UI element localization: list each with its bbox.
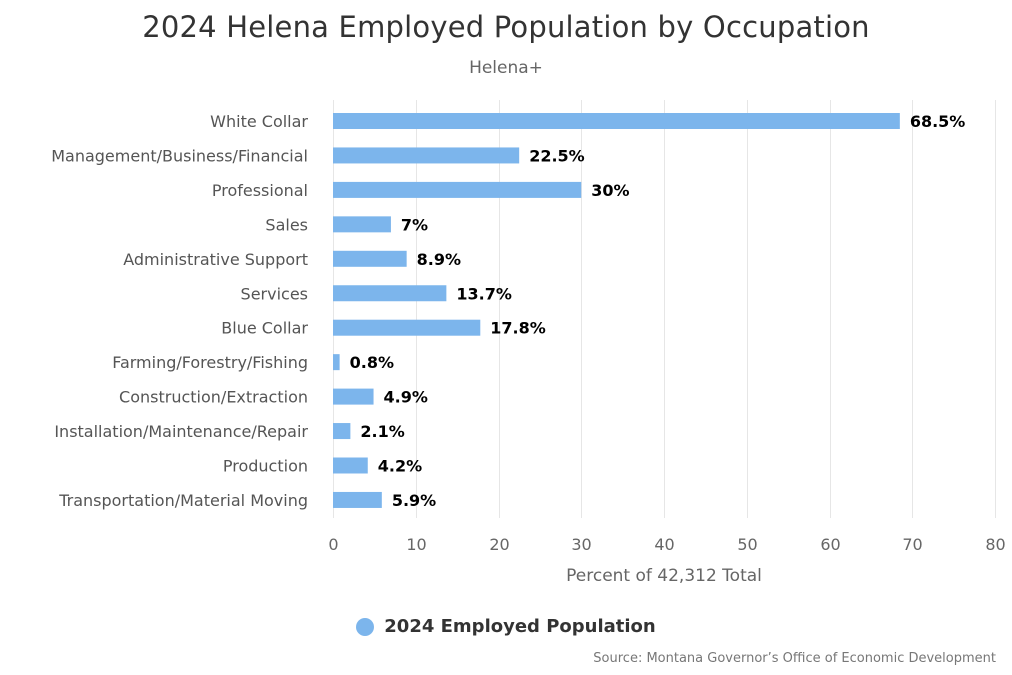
x-tick-labels: 0 10 20 30 40 50 60 70 80 xyxy=(328,535,1005,554)
category-label: Services xyxy=(241,284,308,303)
bar xyxy=(333,285,447,302)
x-tick-label: 10 xyxy=(406,535,426,554)
category-label: Installation/Maintenance/Repair xyxy=(54,422,308,441)
bar xyxy=(333,388,374,405)
data-label: 4.9% xyxy=(384,388,428,407)
category-label: White Collar xyxy=(210,112,308,131)
category-label: Sales xyxy=(265,215,308,234)
category-labels: White Collar Management/Business/Financia… xyxy=(51,112,308,510)
category-label: Management/Business/Financial xyxy=(51,146,308,165)
category-label: Farming/Forestry/Fishing xyxy=(112,353,308,372)
data-label: 5.9% xyxy=(392,491,436,510)
x-tick-label: 0 xyxy=(328,535,338,554)
x-tick-label: 40 xyxy=(654,535,674,554)
category-label: Construction/Extraction xyxy=(119,388,308,407)
data-label: 8.9% xyxy=(417,250,461,269)
x-tick-label: 20 xyxy=(489,535,509,554)
legend-label: 2024 Employed Population xyxy=(384,616,656,637)
bar-chart: 68.5% 22.5% 30% 7% 8.9% 13.7% 17.8% 0.8% 4.9% 2.1… xyxy=(51,100,1006,586)
x-tick-label: 30 xyxy=(571,535,591,554)
bar xyxy=(333,147,520,164)
chart-title: 2024 Helena Employed Population by Occup… xyxy=(142,10,870,44)
data-label: 4.2% xyxy=(378,457,422,476)
legend[interactable]: 2024 Employed Population xyxy=(0,616,1012,637)
bar xyxy=(333,250,407,267)
data-label: 17.8% xyxy=(490,319,546,338)
x-tick-label: 60 xyxy=(820,535,840,554)
x-tick-label: 70 xyxy=(902,535,922,554)
x-axis-title: Percent of 42,312 Total xyxy=(566,566,762,586)
data-label: 13.7% xyxy=(456,284,512,303)
grid-lines xyxy=(333,100,996,518)
data-label: 30% xyxy=(591,181,629,200)
legend-marker xyxy=(356,617,375,636)
bars xyxy=(333,113,900,508)
category-label: Administrative Support xyxy=(123,250,308,269)
bar xyxy=(333,457,368,474)
data-label: 68.5% xyxy=(910,112,966,131)
bar xyxy=(333,319,481,336)
category-label: Blue Collar xyxy=(221,319,308,338)
bar xyxy=(333,113,900,129)
data-label: 22.5% xyxy=(529,146,585,165)
bar xyxy=(333,423,351,440)
data-label: 0.8% xyxy=(350,353,394,372)
bar xyxy=(333,216,391,233)
source-credit: Source: Montana Governor’s Office of Eco… xyxy=(593,651,996,666)
x-tick-label: 50 xyxy=(737,535,757,554)
chart-subtitle: Helena+ xyxy=(469,58,543,78)
data-labels: 68.5% 22.5% 30% 7% 8.9% 13.7% 17.8% 0.8% 4.9% 2.1… xyxy=(350,112,966,510)
x-tick-label: 80 xyxy=(985,535,1005,554)
category-label: Professional xyxy=(212,181,308,200)
bar xyxy=(333,491,382,508)
bar xyxy=(333,354,340,371)
category-label: Transportation/Material Moving xyxy=(58,491,308,510)
category-label: Production xyxy=(223,457,308,476)
data-label: 2.1% xyxy=(360,422,404,441)
data-label: 7% xyxy=(401,215,428,234)
bar xyxy=(333,181,582,198)
